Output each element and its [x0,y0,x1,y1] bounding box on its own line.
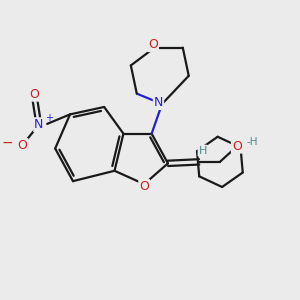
Text: N: N [154,96,163,109]
Text: −: − [2,136,13,150]
Text: O: O [18,139,28,152]
Text: O: O [148,38,158,51]
Text: O: O [232,140,242,153]
Text: -H: -H [247,137,258,147]
Text: O: O [139,180,149,193]
Text: O: O [29,88,39,101]
Text: +: + [45,113,53,123]
Text: H: H [199,146,207,156]
Text: N: N [34,118,44,131]
